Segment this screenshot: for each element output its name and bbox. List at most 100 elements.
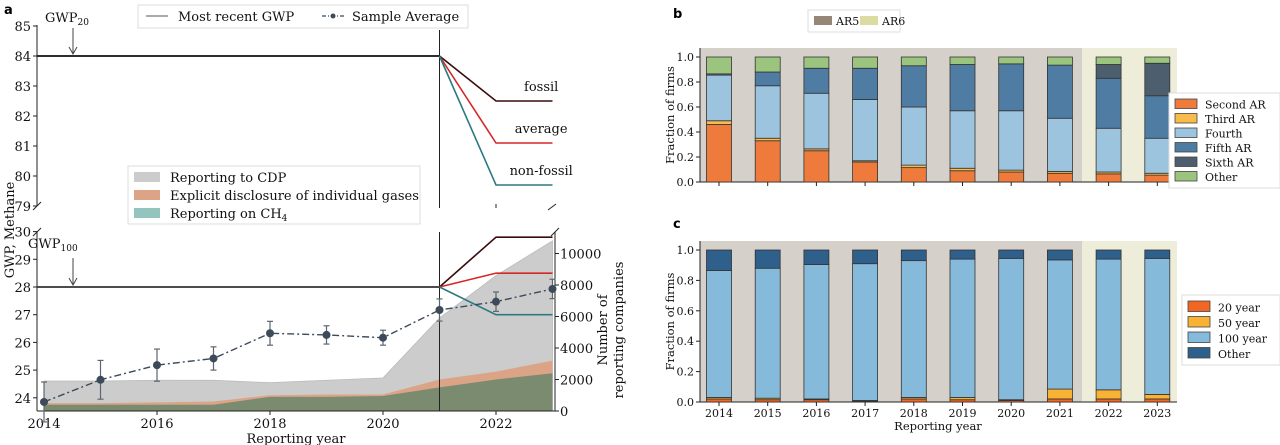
y-tick-label: 26 <box>14 336 31 351</box>
bar-segment-second-ar <box>949 170 976 183</box>
y-axis-label: Fraction of firms <box>663 272 677 370</box>
legend-swatch <box>1174 142 1198 153</box>
sample-average-point <box>153 361 161 370</box>
sample-average-point <box>435 305 444 314</box>
legend-label: AR5 <box>835 15 859 28</box>
bar-segment-fourth <box>900 106 927 166</box>
arrow-head-icon <box>68 46 78 56</box>
scenario-label-average: average <box>515 122 568 137</box>
bar-segment-100-year <box>998 257 1025 401</box>
legend-label: Fifth AR <box>1205 142 1252 155</box>
x-tick-label: 2014 <box>705 407 733 420</box>
y-tick-label: 25 <box>14 364 31 379</box>
bar-segment-100-year <box>803 264 830 400</box>
legend-period <box>807 9 901 33</box>
bar-segment-100-year <box>900 260 927 398</box>
y-tick-label: 28 <box>14 281 31 296</box>
y-tick-label: 80 <box>14 170 31 185</box>
bar-segment-second-ar <box>706 124 732 183</box>
area-ch4 <box>44 373 553 411</box>
bar-segment-second-ar <box>1144 174 1171 183</box>
legend-swatch <box>1187 347 1211 359</box>
y-tick-label: 1.0 <box>677 244 695 257</box>
bar-segment-20-year <box>706 398 732 403</box>
bar-segment-second-ar <box>1095 173 1122 183</box>
y-tick-label: 85 <box>14 20 31 35</box>
bar-segment-sixth-ar <box>1144 62 1171 97</box>
y2-tick-label: 0 <box>560 405 568 420</box>
bar-segment-other <box>803 56 830 69</box>
bar-segment-100-year <box>1095 258 1122 391</box>
bar-segment-fifth-ar <box>1047 64 1073 119</box>
legend-label: Sixth AR <box>1205 157 1254 170</box>
bar-segment-fourth <box>1047 117 1073 172</box>
bar-segment-fourth <box>949 110 976 169</box>
bar-segment-fifth-ar <box>852 67 878 100</box>
legend-swatch <box>1187 300 1211 312</box>
bar-segment-other <box>852 249 878 265</box>
legend-label: Sample Average <box>352 10 459 25</box>
y-tick-label: 30 <box>14 226 31 241</box>
sample-average-point <box>266 329 274 338</box>
y-tick-label: 0.6 <box>677 305 695 318</box>
y2-tick-label: 10000 <box>560 248 601 263</box>
y-tick-label: 0.6 <box>677 101 695 114</box>
x-tick-label: 2020 <box>366 417 399 432</box>
bar-segment-second-ar <box>1047 172 1073 183</box>
legend-swatch <box>134 172 160 182</box>
y-axis-label: GWP, Methane <box>3 181 18 278</box>
legend-label: Explicit disclosure of individual gases <box>170 189 419 204</box>
y-tick-label: 83 <box>14 80 31 95</box>
legend-swatch <box>1174 127 1198 138</box>
legend-swatch <box>1174 113 1198 124</box>
bar-segment-other <box>852 56 878 69</box>
bar-segment-second-ar <box>754 140 781 183</box>
bar-segment-100-year <box>852 263 878 401</box>
sample-average-point <box>548 284 557 293</box>
bar-segment-other <box>706 56 732 75</box>
bar-segment-50-year <box>1047 388 1073 400</box>
scenario-label-non-fossil: non-fossil <box>510 164 573 179</box>
panel-label-b: b <box>673 7 682 22</box>
x-tick-label: 2022 <box>1095 407 1123 420</box>
x-tick-label: 2022 <box>479 417 512 432</box>
bar-segment-other <box>1047 56 1073 66</box>
bar-segment-100-year <box>1047 259 1073 390</box>
y-tick-label: 0.2 <box>677 366 695 379</box>
bar-segment-fifth-ar <box>1095 77 1122 129</box>
legend-label: Other <box>1205 171 1238 184</box>
x-tick-label: 2016 <box>802 407 830 420</box>
bar-segment-20-year <box>900 398 927 403</box>
bar-segment-other <box>754 56 781 73</box>
x-tick-label: 2021 <box>1046 407 1074 420</box>
bar-segment-fourth <box>803 92 830 150</box>
x-tick-label: 2016 <box>140 417 173 432</box>
y-tick-label: 24 <box>14 392 31 407</box>
bar-segment-fifth-ar <box>900 65 927 108</box>
bar-segment-fourth <box>998 110 1025 171</box>
legend-label: AR6 <box>881 15 905 28</box>
x-tick-label: 2018 <box>900 407 928 420</box>
x-axis-label: Reporting year <box>894 419 982 433</box>
y-tick-label: 0.0 <box>677 176 695 189</box>
panel-c: 0.0 0.2 0.4 0.6 0.8 1.0 Fraction of firms 2014 2… <box>663 241 1280 433</box>
bar-segment-other <box>998 249 1025 259</box>
y2-axis-label-line2: reporting companies <box>612 262 627 399</box>
bar-segment-fifth-ar <box>803 67 830 94</box>
panel-label-c: c <box>673 217 681 232</box>
y-tick-label: 29 <box>14 253 31 268</box>
y-tick-label: 0.2 <box>677 151 695 164</box>
legend-label: Reporting on CH4 <box>170 207 288 224</box>
bar-segment-other <box>803 249 830 265</box>
legend-label: Most recent GWP <box>178 10 295 25</box>
x-axis-label: Reporting year <box>246 432 346 445</box>
scenario-line-non-fossil <box>438 55 553 186</box>
bar-segment-fifth-ar <box>1144 95 1171 139</box>
bar-segment-second-ar <box>852 161 878 183</box>
bar-segment-other <box>998 56 1025 65</box>
y-tick-label: 0.4 <box>677 335 695 348</box>
bar-segment-fourth <box>706 74 732 122</box>
bar-segment-100-year <box>949 258 976 398</box>
